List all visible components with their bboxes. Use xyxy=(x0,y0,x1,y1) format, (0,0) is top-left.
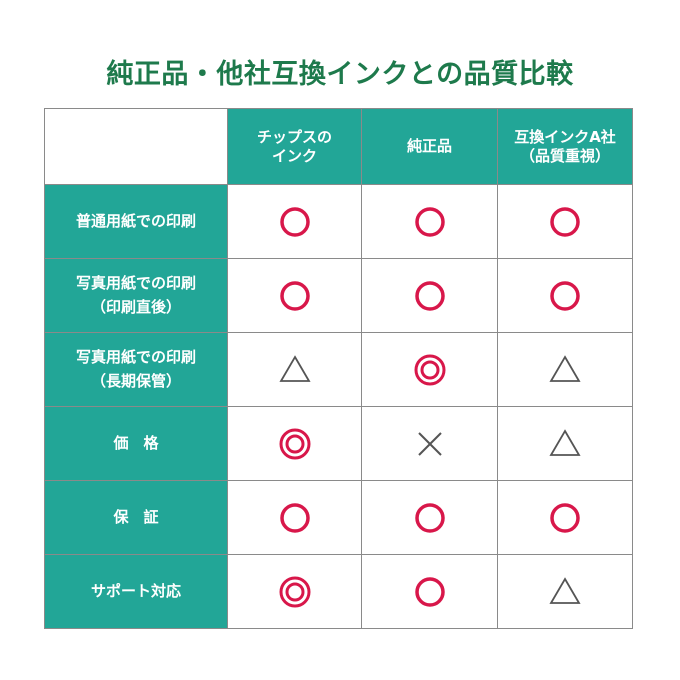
table-row: 保 証 xyxy=(44,480,633,555)
rating-cell xyxy=(497,184,633,259)
circle-icon xyxy=(414,206,445,237)
circle-icon xyxy=(279,206,310,237)
row-header: サポート対応 xyxy=(44,554,228,629)
double-circle-icon xyxy=(414,354,445,385)
comparison-table: チップスの インク 純正品 互換インクA社 （品質重視） 普通用紙での印刷 写真用… xyxy=(44,108,633,629)
rating-cell xyxy=(227,332,362,407)
row-header: 写真用紙での印刷 （長期保管） xyxy=(44,332,228,407)
corner-cell xyxy=(44,108,228,185)
rating-cell xyxy=(497,554,633,629)
rating-cell xyxy=(361,554,498,629)
rating-cell xyxy=(497,406,633,481)
circle-icon xyxy=(414,502,445,533)
circle-icon xyxy=(414,280,445,311)
row-header: 価 格 xyxy=(44,406,228,481)
row-header: 普通用紙での印刷 xyxy=(44,184,228,259)
rating-cell xyxy=(227,406,362,481)
page-title: 純正品・他社互換インクとの品質比較 xyxy=(106,59,574,90)
rating-cell xyxy=(227,184,362,259)
rating-cell xyxy=(361,406,498,481)
rating-cell xyxy=(361,332,498,407)
circle-icon xyxy=(550,502,580,533)
table-row: サポート対応 xyxy=(44,554,633,629)
triangle-icon xyxy=(549,354,581,382)
cross-icon xyxy=(417,431,442,456)
table-row: 写真用紙での印刷 （印刷直後） xyxy=(44,258,633,333)
rating-cell xyxy=(497,480,633,555)
rating-cell xyxy=(227,554,362,629)
circle-icon xyxy=(550,206,580,237)
circle-icon xyxy=(279,280,310,311)
rating-cell xyxy=(361,480,498,555)
column-header-compatible-a: 互換インクA社 （品質重視） xyxy=(497,108,633,185)
circle-icon xyxy=(279,502,310,533)
table-row: 普通用紙での印刷 xyxy=(44,184,633,259)
rating-cell xyxy=(497,258,633,333)
circle-icon xyxy=(414,576,445,607)
circle-icon xyxy=(550,280,580,311)
column-header-chips: チップスの インク xyxy=(227,108,362,185)
column-header-genuine: 純正品 xyxy=(361,108,498,185)
triangle-icon xyxy=(549,428,581,456)
rating-cell xyxy=(227,480,362,555)
triangle-icon xyxy=(278,354,311,382)
rating-cell xyxy=(227,258,362,333)
row-header: 保 証 xyxy=(44,480,228,555)
triangle-icon xyxy=(549,576,581,604)
double-circle-icon xyxy=(279,428,310,459)
table-row: 価 格 xyxy=(44,406,633,481)
row-header: 写真用紙での印刷 （印刷直後） xyxy=(44,258,228,333)
rating-cell xyxy=(361,258,498,333)
rating-cell xyxy=(361,184,498,259)
rating-cell xyxy=(497,332,633,407)
table-row: 写真用紙での印刷 （長期保管） xyxy=(44,332,633,407)
header-row: チップスの インク 純正品 互換インクA社 （品質重視） xyxy=(44,108,633,185)
double-circle-icon xyxy=(279,576,310,607)
